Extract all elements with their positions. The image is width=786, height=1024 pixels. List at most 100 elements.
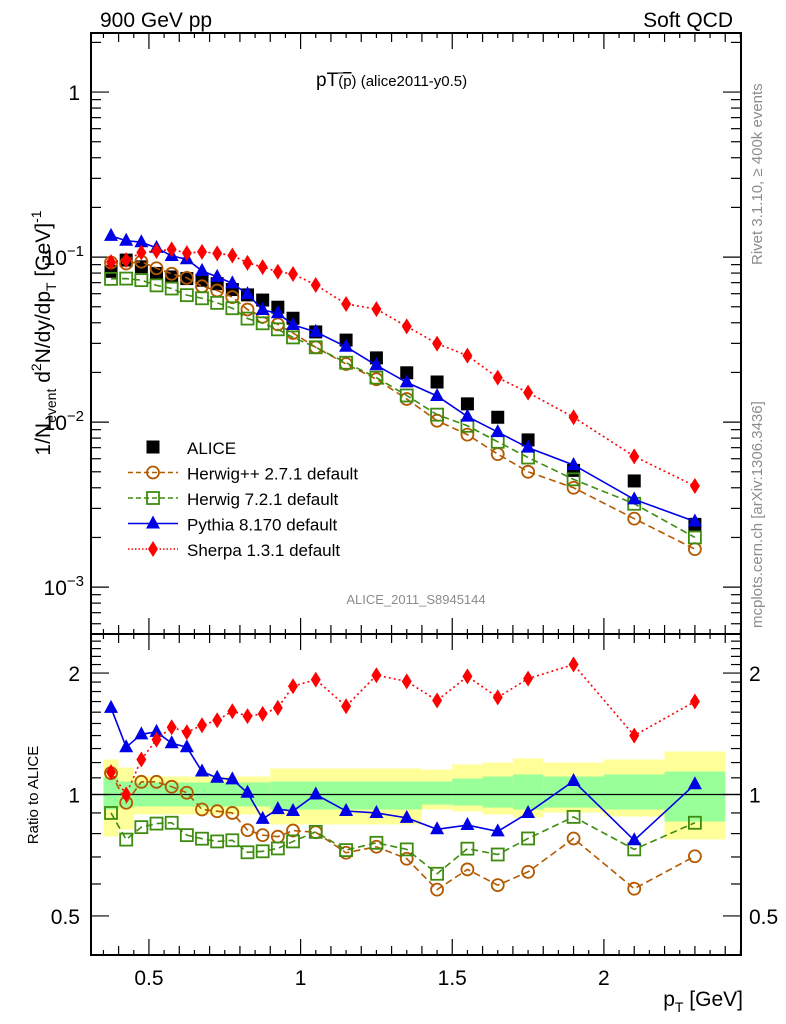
ratio-point-sherpa-1-3-1-default [181,724,192,741]
legend-item-pythia-8-170-default: Pythia 8.170 default [128,515,338,535]
main-point-herwig-7-2-1-default [240,311,255,326]
ratio-point-sherpa-1-3-1-default [341,698,352,715]
ratio-point-pythia-8-170-default [104,699,119,713]
main-point-sherpa-1-3-1-default [568,409,579,426]
main-point-sherpa-1-3-1-default [288,265,299,282]
main-point-herwig-7-2-1-default [369,370,384,385]
main-point-sherpa-1-3-1-default [212,245,223,262]
y-tick-label-base: 10 [44,247,67,270]
ratio-point-pythia-8-170-default [195,763,210,777]
main-point-herwig-7-2-1-default [225,301,240,316]
main-point-herwig-7-2-1-default [430,407,444,422]
legend-marker [146,440,160,454]
ratio-point-pythia-8-170-default [399,809,414,823]
legend-marker [146,491,160,505]
ratio-point-sherpa-1-3-1-default [432,692,443,709]
legend-marker [146,515,160,529]
legend: ALICE Herwig++ 2.7.1 default Herwig 7.2.1 … [128,439,358,560]
ratio-point-sherpa-1-3-1-default [136,751,147,768]
ratio-y-tick-label: 1 [68,785,80,808]
main-point-sherpa-1-3-1-default [371,301,382,318]
main-point-herwigpp-2-7-1-default [164,266,179,281]
ratio-point-sherpa-1-3-1-default [166,719,177,736]
y-tick-label-exponent: −1 [67,243,84,260]
ratio-point-herwig-7-2-1-default [119,832,134,847]
main-point-alice [460,397,474,411]
ratio-point-herwigpp-2-7-1-default [627,881,642,896]
y-tick-label-exponent: −2 [67,408,84,425]
y-tick-label-exponent: −3 [67,573,84,590]
y-axis-label-b-sup: 2 [28,363,44,371]
ratio-y-axis-label: Ratio to ALICE [25,746,42,844]
rivet-label: Rivet 3.1.10, ≥ 400k events [749,83,766,265]
ratio-y-tick-label-right: 2 [749,663,761,686]
main-point-alice [491,410,505,424]
ratio-point-sherpa-1-3-1-default [310,671,321,688]
ratio-point-herwigpp-2-7-1-default [134,774,149,789]
main-point-sherpa-1-3-1-default [401,318,412,335]
ratio-point-pythia-8-170-default [430,821,445,835]
ratio-point-herwig-7-2-1-default [134,820,149,835]
plot-title-post: (alice2011-y0.5) [357,73,468,90]
main-point-sherpa-1-3-1-default [106,254,117,271]
rivet-label-text: Rivet 3.1.10, ≥ 400k events [749,83,766,265]
y-tick-label-base: 1 [68,82,80,105]
series-layer [104,227,702,897]
y-tick-label: 1 [68,82,80,105]
y-axis-label-a: 1/N [32,423,55,456]
header-right-label: Soft QCD [643,9,733,32]
main-point-alice [400,366,414,380]
ratio-point-pythia-8-170-default [490,823,505,837]
legend-label: Sherpa 1.3.1 default [187,541,340,560]
ratio-bands [91,751,741,840]
ratio-point-herwigpp-2-7-1-default [286,823,300,838]
ratio-point-herwig-7-2-1-default [149,816,164,831]
main-point-pythia-8-170-default [134,234,149,248]
ratio-point-pythia-8-170-default [521,804,536,818]
header-left-label: 900 GeV pp [100,9,212,32]
ratio-point-sherpa-1-3-1-default [401,673,412,690]
y-tick-label: 10−1 [44,243,84,270]
main-point-herwig-7-2-1-default [270,322,285,337]
ratio-point-herwig-7-2-1-default [308,824,323,839]
legend-label: Herwig++ 2.7.1 default [187,465,358,484]
plot-title-paren-close: ) [352,73,357,90]
main-point-pythia-8-170-default [104,227,119,241]
main-point-pythia-8-170-default [369,357,384,371]
y-tick-label: 10−3 [44,573,84,600]
ratio-point-sherpa-1-3-1-default [492,689,503,706]
ratio-point-herwig-7-2-1-default [270,841,285,856]
main-point-alice [627,474,641,488]
main-point-pythia-8-170-default [399,374,414,388]
y-axis-label-c: N/dy/dp [32,291,55,363]
ratio-point-pythia-8-170-default [134,726,149,740]
x-tick-label: 0.5 [134,967,163,990]
ratio-point-pythia-8-170-default [286,803,301,817]
legend-item-sherpa-1-3-1-default: Sherpa 1.3.1 default [128,541,340,560]
main-point-herwig-7-2-1-default [339,355,353,370]
ratio-band-stat [103,777,119,810]
ratio-point-herwigpp-2-7-1-default [430,882,444,897]
ratio-line-herwigpp-2-7-1-default [110,772,696,891]
main-point-herwigpp-2-7-1-default [179,270,194,285]
main-point-sherpa-1-3-1-default [257,259,268,276]
main-point-herwigpp-2-7-1-default [521,464,535,479]
ratio-point-herwig-7-2-1-default [210,834,225,849]
main-point-sherpa-1-3-1-default [523,384,534,401]
main-point-pythia-8-170-default [210,268,225,282]
main-point-herwigpp-2-7-1-default [627,511,642,526]
ratio-y-tick-label-right: 1 [749,785,761,808]
ratio-point-sherpa-1-3-1-default [106,764,117,781]
ratio-y-tick-label-right: 0.5 [749,906,778,929]
main-point-pythia-8-170-default [240,286,255,300]
main-point-sherpa-1-3-1-default [121,252,132,269]
main-point-pythia-8-170-default [460,408,475,422]
main-point-pythia-8-170-default [627,491,642,505]
main-point-herwig-7-2-1-default [566,472,581,487]
legend-item-herwigpp-2-7-1-default: Herwig++ 2.7.1 default [128,465,358,484]
main-point-pythia-8-170-default [430,387,445,401]
plot-title-paren-open: ( [338,73,343,90]
